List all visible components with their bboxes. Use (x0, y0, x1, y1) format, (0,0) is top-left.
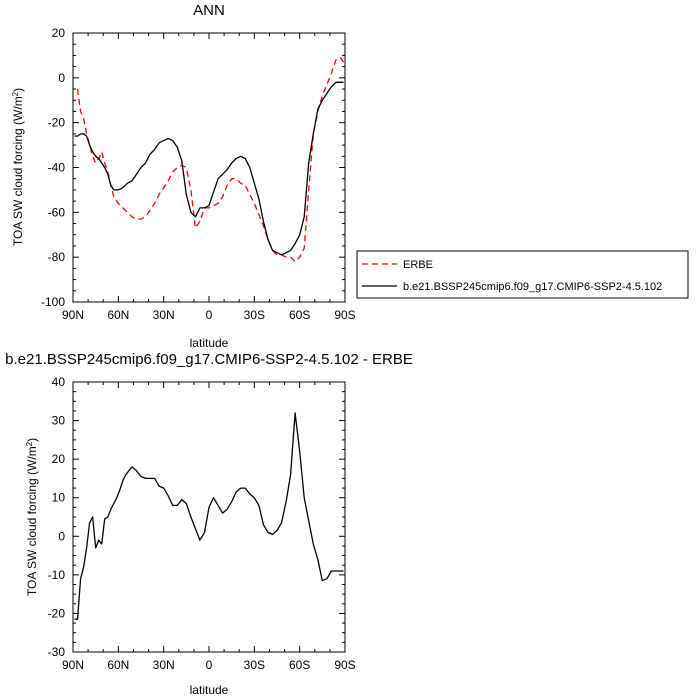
y-tick-label: -60 (48, 205, 66, 219)
series-line-erbe (76, 57, 345, 263)
legend-label-erbe: ERBE (403, 259, 433, 271)
x-tick-label: 30S (244, 308, 265, 322)
x-tick-label: 90S (334, 658, 355, 672)
x-tick-label: 30N (153, 308, 175, 322)
chart-title: ANN (193, 2, 225, 19)
y-tick-label: -20 (48, 606, 66, 620)
panel-ann: ANN 90N 60N 30N 0 30S 60S 90S 20 0 -20 -40 -60 -80 -1… (11, 2, 689, 350)
y-axis-label-close: ) (25, 438, 39, 442)
series-line-model (74, 81, 344, 256)
legend: ERBE b.e21.BSSP245cmip6.f09_g17.CMIP6-SS… (356, 250, 689, 299)
y-tick-label: 40 (52, 375, 66, 389)
y-axis-label-close: ) (11, 88, 25, 92)
y-tick-label: -40 (48, 161, 66, 175)
legend-frame (356, 250, 689, 299)
y-tick-label: -80 (48, 250, 66, 264)
y-tick-label: -20 (48, 116, 66, 130)
y-tick-label: -10 (48, 568, 66, 582)
x-tick-label: 0 (206, 308, 213, 322)
legend-label-model: b.e21.BSSP245cmip6.f09_g17.CMIP6-SSP2-4.… (403, 281, 662, 293)
y-tick-label: 0 (58, 71, 65, 85)
x-tick-label: 60N (107, 658, 129, 672)
x-tick-label: 60S (289, 658, 310, 672)
x-tick-label: 90N (62, 308, 84, 322)
axis-ticks (72, 32, 346, 303)
series-group (74, 412, 344, 620)
series-group (74, 57, 345, 263)
x-tick-label: 30S (244, 658, 265, 672)
series-line-difference (74, 412, 344, 620)
y-axis-label-text: TOA SW cloud forcing (W/m (11, 96, 25, 246)
x-tick-label: 90S (334, 308, 355, 322)
y-tick-label: 20 (52, 452, 66, 466)
x-axis-label: latitude (190, 336, 229, 350)
tick-labels: 90N 60N 30N 0 30S 60S 90S 20 0 -20 -40 -60 -80 -100 (41, 26, 356, 322)
plot-frame (72, 381, 346, 653)
y-axis-label-text: TOA SW cloud forcing (W/m (25, 446, 39, 596)
y-tick-label: 20 (52, 26, 66, 40)
x-tick-label: 60N (107, 308, 129, 322)
y-tick-label: -30 (48, 645, 66, 659)
x-tick-label: 0 (206, 658, 213, 672)
x-tick-label: 30N (153, 658, 175, 672)
y-axis-label-superscript: 2 (11, 91, 20, 96)
axis-ticks (72, 381, 346, 653)
plot-frame (72, 32, 346, 303)
x-tick-label: 60S (289, 308, 310, 322)
panel-difference: b.e21.BSSP245cmip6.f09_g17.CMIP6-SSP2-4.… (5, 351, 413, 697)
y-axis-label: TOA SW cloud forcing (W/m2) (11, 88, 25, 246)
chart-title: b.e21.BSSP245cmip6.f09_g17.CMIP6-SSP2-4.… (5, 351, 413, 368)
tick-labels: 90N 60N 30N 0 30S 60S 90S 40 30 20 10 0 -10 -20 -30 (48, 375, 356, 672)
y-tick-label: 0 (58, 529, 65, 543)
y-axis-label-superscript: 2 (25, 441, 34, 446)
x-tick-label: 90N (62, 658, 84, 672)
y-tick-label: 10 (52, 491, 66, 505)
y-axis-label: TOA SW cloud forcing (W/m2) (25, 438, 39, 596)
y-tick-label: 30 (52, 414, 66, 428)
x-axis-label: latitude (190, 683, 229, 697)
y-tick-label: -100 (41, 295, 65, 309)
